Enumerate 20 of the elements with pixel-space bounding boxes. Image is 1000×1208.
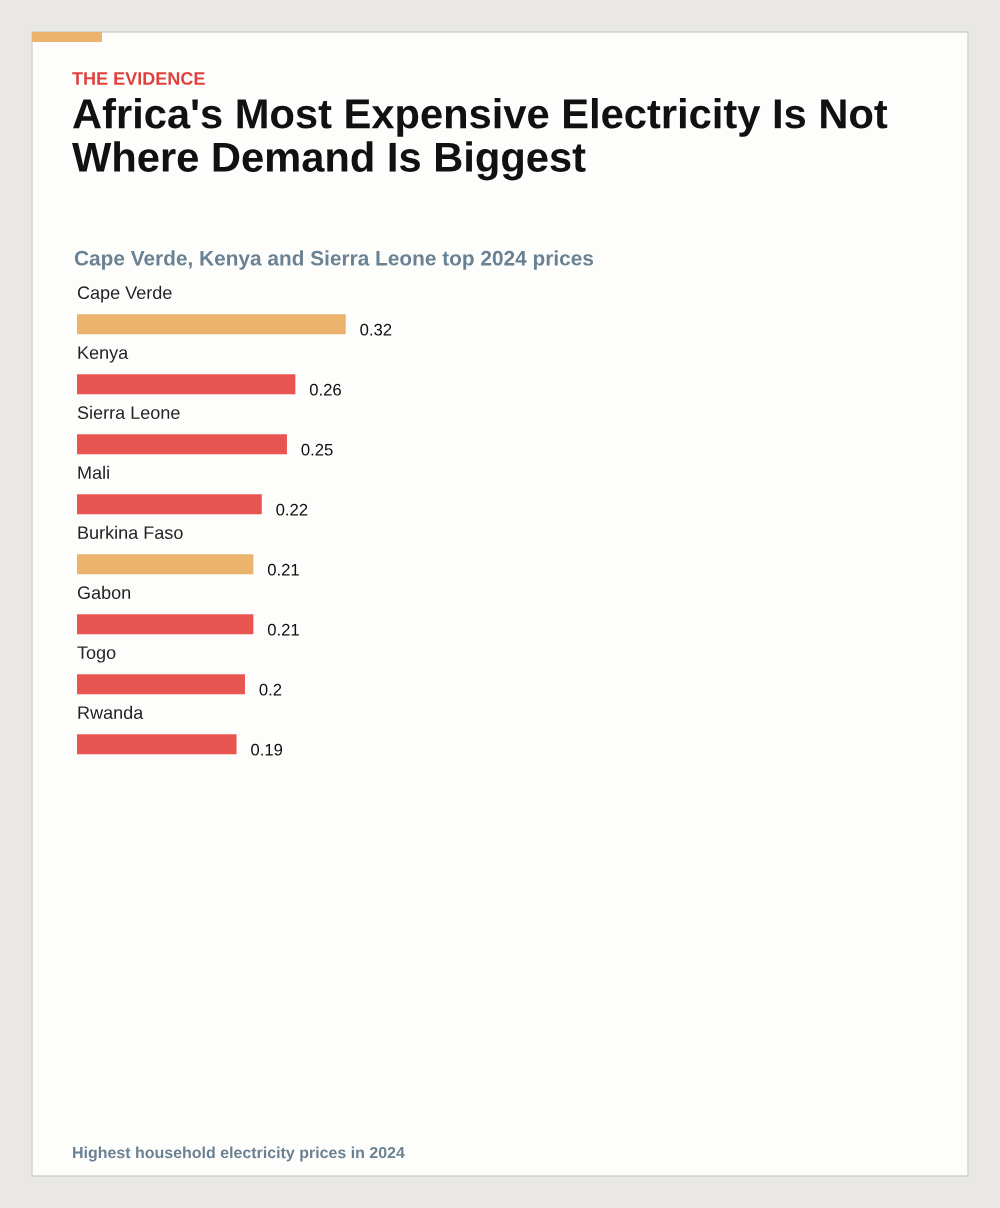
y-tick-label: Gabon [77,585,131,600]
data-label: 0.19 [251,743,283,756]
y-tick-label: Burkina Faso [78,525,183,540]
y-tick-label: Sierra Leone [77,405,180,420]
y-tick-label: Mali [78,465,109,480]
data-label: 0.26 [309,383,341,396]
text: Africa's Most Expensive Electricity Is Not Where Demand Is Biggest [72,98,888,181]
data-label: 0.21 [267,623,299,636]
y-tick-label: Cape Verde [77,285,172,303]
data-label: 0.2 [259,683,282,696]
text: THE EVIDENCE [72,72,205,85]
data-label: 0.32 [360,323,392,336]
data-label: 0.25 [301,443,333,456]
text: Highest household electricity prices in 2024 [73,1146,405,1162]
y-tick-label: Rwanda [78,705,144,720]
y-tick-label: Kenya [78,346,129,363]
chart-subtitle: Cape Verde, Kenya and Sierra Leone top 2024 prices [74,250,594,270]
y-tick-label: Togo [77,646,116,663]
data-label: 0.22 [276,503,308,516]
data-label: 0.21 [267,563,299,576]
